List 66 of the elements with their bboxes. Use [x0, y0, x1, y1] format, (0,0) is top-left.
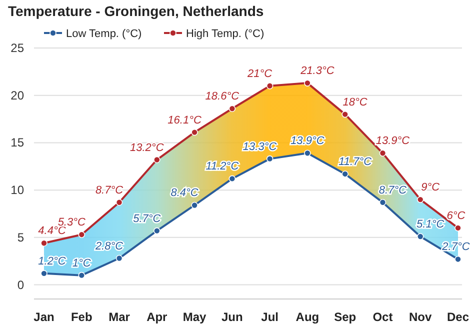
point	[191, 202, 198, 209]
x-tick-label: Sep	[334, 310, 356, 324]
point	[154, 156, 160, 164]
point	[454, 256, 462, 263]
x-tick-label: Jun	[222, 310, 243, 324]
point	[154, 227, 160, 234]
data-label: 21°C	[246, 68, 272, 80]
legend-label: High Temp. (°C)	[186, 28, 264, 40]
data-label: 11.7°C	[338, 156, 372, 168]
x-tick-label: Oct	[372, 310, 393, 324]
point	[304, 150, 311, 157]
chart-title: Temperature - Groningen, Netherlands	[8, 3, 264, 19]
point	[78, 231, 86, 238]
y-tick-label: 10	[10, 183, 24, 198]
point	[454, 224, 462, 232]
x-tick-label: Dec	[446, 310, 470, 324]
point	[416, 233, 424, 240]
point	[266, 155, 274, 162]
point	[78, 272, 86, 279]
point	[191, 128, 198, 136]
data-label: 13.9°C	[290, 135, 324, 148]
x-tick-label: Nov	[409, 310, 432, 324]
x-tick-label: Feb	[70, 310, 92, 324]
x-tick-label: Aug	[296, 310, 320, 324]
data-label: 1°C	[72, 257, 91, 270]
x-tick-label: Jul	[261, 310, 278, 324]
point	[228, 105, 236, 112]
y-tick-label: 25	[10, 41, 24, 55]
y-tick-label: 15	[10, 136, 24, 150]
data-label: 11.2°C	[206, 160, 239, 173]
data-label: 18.6°C	[205, 90, 240, 103]
data-label: 9°C	[421, 182, 440, 194]
x-tick-label: Mar	[108, 310, 130, 324]
data-label: 8.7°C	[95, 184, 124, 196]
data-label: 13.9°C	[376, 135, 410, 148]
data-label: 2.8°C	[94, 240, 124, 252]
x-tick-label: Apr	[146, 310, 168, 324]
data-label: 21.3°C	[300, 65, 334, 78]
data-label: 16.1°C	[168, 114, 202, 126]
x-tick-label: Jan	[34, 310, 54, 324]
data-label: 5.1°C	[416, 218, 444, 230]
point	[40, 240, 48, 247]
data-label: 13.2°C	[130, 142, 164, 154]
point	[116, 254, 123, 262]
data-label: 18°C	[342, 96, 368, 108]
data-label: 8.4°C	[170, 187, 198, 200]
point	[116, 198, 123, 206]
point	[40, 270, 48, 277]
data-label: 4.4°C	[38, 225, 66, 238]
y-tick-label: 20	[10, 88, 24, 102]
point	[379, 150, 386, 157]
data-label: 13.3°C	[242, 140, 277, 153]
point	[228, 175, 236, 182]
data-label: 5.7°C	[133, 212, 161, 225]
x-tick-label: May	[182, 310, 207, 324]
point	[342, 110, 348, 118]
point	[266, 82, 274, 90]
point	[304, 80, 311, 86]
point	[379, 198, 386, 206]
legend-label: Low Temp. (°C)	[66, 28, 142, 40]
point	[416, 196, 424, 203]
y-tick-label: 0	[17, 278, 24, 292]
point	[342, 170, 348, 178]
data-label: 6°C	[446, 210, 466, 222]
y-tick-label: 5	[17, 230, 24, 244]
data-label: 8.7°C	[378, 184, 407, 196]
